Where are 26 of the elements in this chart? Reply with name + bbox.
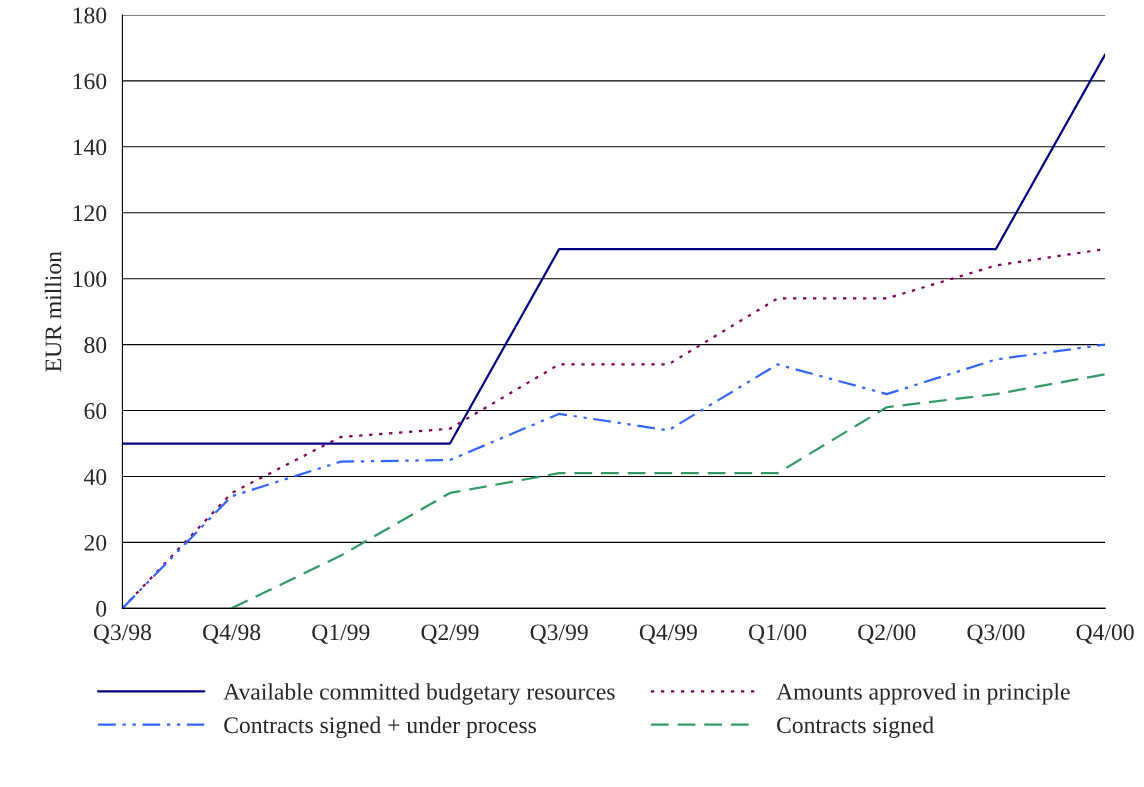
x-tick-label: Q4/00 [1076,624,1134,644]
x-tick-label: Q4/98 [203,624,261,644]
x-tick-label: Q1/00 [749,624,807,644]
y-tick-label: 120 [73,205,107,222]
y-tick-label: 180 [73,7,107,24]
x-tick-label: Q1/99 [312,624,370,644]
legend-label: Amounts approved in principle [776,683,1070,705]
legend-label: Contracts signed + under process [224,716,536,739]
x-tick-label: Q2/00 [858,624,916,644]
x-tick-label: Q4/99 [639,624,697,644]
y-tick-label: 60 [84,403,107,419]
x-tick-label: Q3/99 [530,624,588,644]
x-tick-label: Q2/99 [421,624,479,644]
legend-label: Available committed budgetary resources [223,683,615,705]
y-tick-label: 20 [84,534,107,551]
y-tick-label: 160 [73,73,107,90]
y-tick-label: 0 [96,600,107,617]
y-tick-label: 40 [83,468,107,485]
y-axis-title: EUR million [44,251,62,372]
line-series [230,373,1106,609]
y-tick-label: 140 [73,139,107,156]
y-tick-label: 100 [73,271,107,288]
legend-label: Contracts signed [777,716,934,738]
y-tick-label: 80 [84,337,107,354]
x-tick-label: Q3/00 [967,624,1025,644]
x-tick-label: Q3/98 [93,624,152,644]
